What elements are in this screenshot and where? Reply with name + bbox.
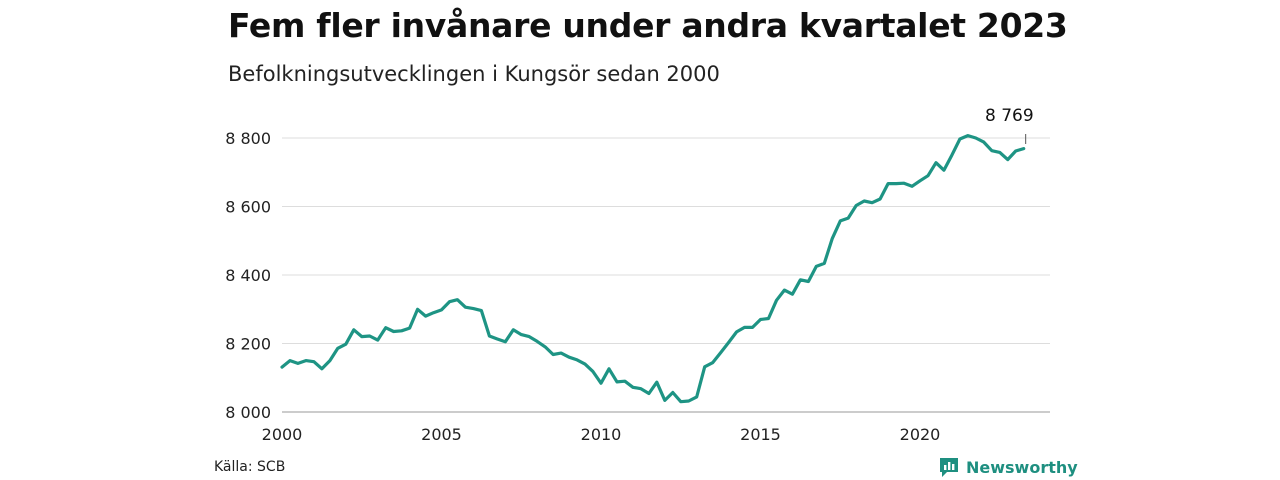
last-value-annotation: 8 769 — [985, 106, 1034, 144]
brand-logo: Newsworthy — [938, 456, 1078, 478]
x-tick-label: 2000 — [262, 425, 303, 444]
brand-name: Newsworthy — [966, 457, 1078, 477]
newsworthy-logo-icon — [940, 458, 958, 477]
y-tick-label: 8 400 — [225, 266, 271, 285]
y-tick-label: 8 200 — [225, 335, 271, 354]
source-note: Källa: SCB — [214, 459, 286, 475]
series-line-population — [280, 134, 1026, 404]
y-tick-label: 8 600 — [225, 198, 271, 217]
y-tick-label: 8 000 — [225, 403, 271, 422]
y-tick-label: 8 800 — [225, 129, 271, 148]
chart-subtitle: Befolkningsutvecklingen i Kungsör sedan … — [228, 62, 720, 86]
x-tick-label: 2005 — [421, 425, 462, 444]
x-tick-label: 2020 — [900, 425, 941, 444]
chart-title: Fem fler invånare under andra kvartalet … — [228, 6, 1068, 45]
x-tick-label: 2010 — [581, 425, 622, 444]
x-tick-label: 2015 — [740, 425, 781, 444]
annotation-label: 8 769 — [985, 106, 1034, 126]
series-points — [281, 135, 1024, 402]
x-axis-tick-labels: 2000 2005 2010 2015 2020 — [262, 425, 941, 444]
y-axis-tick-labels: 8 000 8 200 8 400 8 600 8 800 — [225, 129, 271, 422]
grid-layer — [282, 137, 1050, 413]
